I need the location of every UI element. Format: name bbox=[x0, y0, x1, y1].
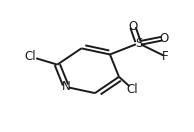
Text: O: O bbox=[159, 32, 169, 45]
Text: N: N bbox=[62, 81, 71, 93]
Text: O: O bbox=[128, 20, 137, 32]
Text: S: S bbox=[135, 37, 142, 50]
Text: Cl: Cl bbox=[127, 82, 138, 96]
Text: F: F bbox=[162, 50, 169, 63]
Text: Cl: Cl bbox=[24, 50, 36, 63]
